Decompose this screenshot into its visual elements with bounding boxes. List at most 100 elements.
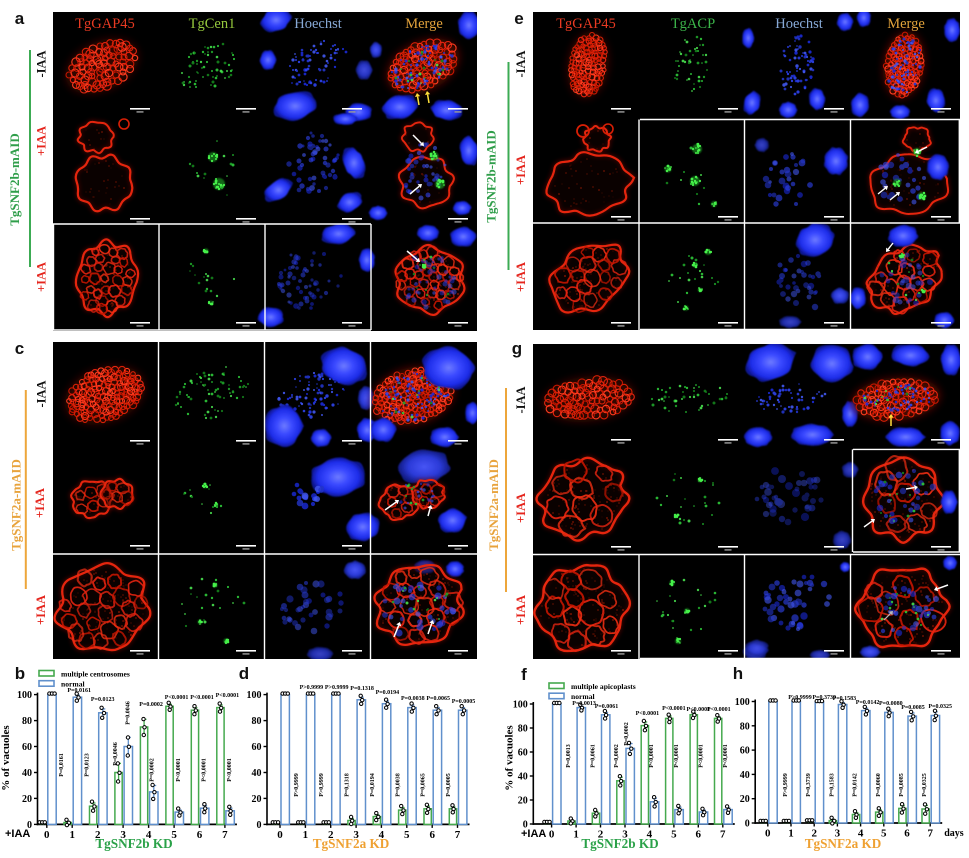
svg-text:P=0.3739: P=0.3739 xyxy=(812,695,836,701)
svg-text:P=0,0046: P=0,0046 xyxy=(113,742,119,766)
svg-text:TgSNF2a-mAID: TgSNF2a-mAID xyxy=(9,459,24,551)
svg-text:TgSNF2b KD: TgSNF2b KD xyxy=(581,836,658,851)
svg-text:TgSNF2a-mAID: TgSNF2a-mAID xyxy=(486,459,501,551)
svg-text:2: 2 xyxy=(328,829,334,841)
svg-text:2: 2 xyxy=(95,829,101,841)
svg-text:% of vacuoles: % of vacuoles xyxy=(504,725,516,791)
svg-text:1: 1 xyxy=(303,829,309,841)
svg-text:normal: normal xyxy=(61,680,85,689)
svg-text:TgSNF2a KD: TgSNF2a KD xyxy=(805,836,882,851)
svg-text:P=0.0038: P=0.0038 xyxy=(401,696,425,702)
svg-text:2: 2 xyxy=(598,829,604,841)
svg-text:4: 4 xyxy=(647,829,653,841)
svg-text:+IAA: +IAA xyxy=(514,595,528,625)
svg-text:P<0.0001: P<0.0001 xyxy=(165,695,189,701)
svg-text:40: 40 xyxy=(252,768,262,779)
svg-text:2: 2 xyxy=(811,828,817,840)
svg-text:20: 20 xyxy=(740,794,750,805)
svg-text:4: 4 xyxy=(379,829,385,841)
svg-text:6: 6 xyxy=(696,829,702,841)
svg-text:7: 7 xyxy=(927,828,933,840)
svg-text:P<0,0001: P<0,0001 xyxy=(176,758,182,782)
svg-text:+IAA: +IAA xyxy=(521,828,546,840)
svg-text:multiple centrosomes: multiple centrosomes xyxy=(61,669,130,678)
svg-text:multiple apicoplasts: multiple apicoplasts xyxy=(571,682,636,691)
svg-text:6: 6 xyxy=(197,829,203,841)
svg-text:P=0.0002: P=0.0002 xyxy=(139,702,163,708)
svg-text:P<0,0001: P<0,0001 xyxy=(723,744,729,768)
svg-text:+IAA: +IAA xyxy=(514,493,528,523)
svg-text:Hoechst: Hoechst xyxy=(294,16,342,32)
svg-text:TgCen1: TgCen1 xyxy=(189,16,236,32)
svg-text:60: 60 xyxy=(252,742,262,753)
svg-text:P=0,1318: P=0,1318 xyxy=(345,773,351,797)
svg-text:0: 0 xyxy=(745,819,750,830)
svg-text:P=0.0142: P=0.0142 xyxy=(856,700,880,706)
svg-text:40: 40 xyxy=(518,772,528,783)
svg-text:P=0,0038: P=0,0038 xyxy=(395,773,401,797)
svg-text:P=0,0002: P=0,0002 xyxy=(614,744,620,768)
svg-text:P<0.0001: P<0.0001 xyxy=(687,707,711,713)
svg-text:+IAA: +IAA xyxy=(5,828,30,840)
svg-text:3: 3 xyxy=(120,829,126,841)
svg-text:P=0.0046: P=0.0046 xyxy=(126,701,132,725)
svg-text:P=0.0325: P=0.0325 xyxy=(928,704,952,710)
svg-text:0: 0 xyxy=(257,820,262,831)
svg-text:TgSNF2a KD: TgSNF2a KD xyxy=(313,836,390,851)
svg-text:Hoechst: Hoechst xyxy=(775,16,823,32)
svg-text:100: 100 xyxy=(513,700,528,711)
svg-text:f: f xyxy=(521,665,527,684)
svg-text:d: d xyxy=(239,664,249,683)
svg-text:TgSNF2b-mAID: TgSNF2b-mAID xyxy=(7,133,22,225)
svg-text:4: 4 xyxy=(858,828,864,840)
svg-text:normal: normal xyxy=(571,692,595,701)
svg-text:5: 5 xyxy=(171,829,177,841)
svg-text:+IAA: +IAA xyxy=(34,595,48,625)
svg-text:P=0.0005: P=0.0005 xyxy=(452,699,476,705)
svg-text:P<0.0001: P<0.0001 xyxy=(216,693,240,699)
svg-text:P<0.0001: P<0.0001 xyxy=(636,711,660,717)
svg-text:4: 4 xyxy=(146,829,152,841)
svg-text:P<0.0001: P<0.0001 xyxy=(190,695,214,701)
svg-text:TgGAP45: TgGAP45 xyxy=(75,16,135,32)
svg-text:P=0,0065: P=0,0065 xyxy=(421,773,427,797)
svg-text:1: 1 xyxy=(788,828,794,840)
svg-text:3: 3 xyxy=(353,829,359,841)
svg-text:20: 20 xyxy=(252,794,262,805)
svg-text:P<0,0001: P<0,0001 xyxy=(202,758,208,782)
svg-text:P=0,0142: P=0,0142 xyxy=(853,773,859,797)
svg-text:+IAA: +IAA xyxy=(33,488,47,518)
svg-text:TgSNF2b KD: TgSNF2b KD xyxy=(95,836,172,851)
svg-text:P=0,0060: P=0,0060 xyxy=(876,773,882,797)
svg-text:e: e xyxy=(514,9,523,28)
svg-text:100: 100 xyxy=(17,690,32,701)
svg-text:3: 3 xyxy=(835,828,841,840)
svg-text:P=0,0085: P=0,0085 xyxy=(899,773,905,797)
svg-text:-IAA: -IAA xyxy=(35,380,49,407)
svg-text:P>0,9999: P>0,9999 xyxy=(294,773,300,797)
svg-text:+IAA: +IAA xyxy=(514,155,528,185)
svg-text:P=0,0123: P=0,0123 xyxy=(85,753,91,777)
svg-text:60: 60 xyxy=(518,748,528,759)
svg-text:P>0.9999: P>0.9999 xyxy=(300,685,324,691)
svg-text:5: 5 xyxy=(404,829,410,841)
svg-text:P=0.0161: P=0.0161 xyxy=(67,688,91,694)
svg-text:P<0.0001: P<0.0001 xyxy=(707,707,731,713)
svg-text:P=0,0013: P=0,0013 xyxy=(566,744,572,768)
svg-text:-IAA: -IAA xyxy=(35,50,49,77)
svg-text:P=0.0085: P=0.0085 xyxy=(901,705,925,711)
svg-text:P=0,0061: P=0,0061 xyxy=(591,744,597,768)
svg-text:P=0.1583: P=0.1583 xyxy=(833,696,857,702)
svg-text:P>0.9999: P>0.9999 xyxy=(788,695,812,701)
svg-text:100: 100 xyxy=(247,690,262,701)
svg-text:% of vacuoles: % of vacuoles xyxy=(0,725,12,791)
svg-text:60: 60 xyxy=(22,742,32,753)
svg-text:80: 80 xyxy=(518,724,528,735)
svg-text:5: 5 xyxy=(671,829,677,841)
svg-text:+IAA: +IAA xyxy=(514,262,528,292)
svg-text:TgGAP45: TgGAP45 xyxy=(556,16,616,32)
svg-text:days: days xyxy=(944,828,964,839)
svg-text:P<0,0001: P<0,0001 xyxy=(649,744,655,768)
svg-text:P<0.0001: P<0.0001 xyxy=(662,706,686,712)
svg-text:7: 7 xyxy=(222,829,228,841)
